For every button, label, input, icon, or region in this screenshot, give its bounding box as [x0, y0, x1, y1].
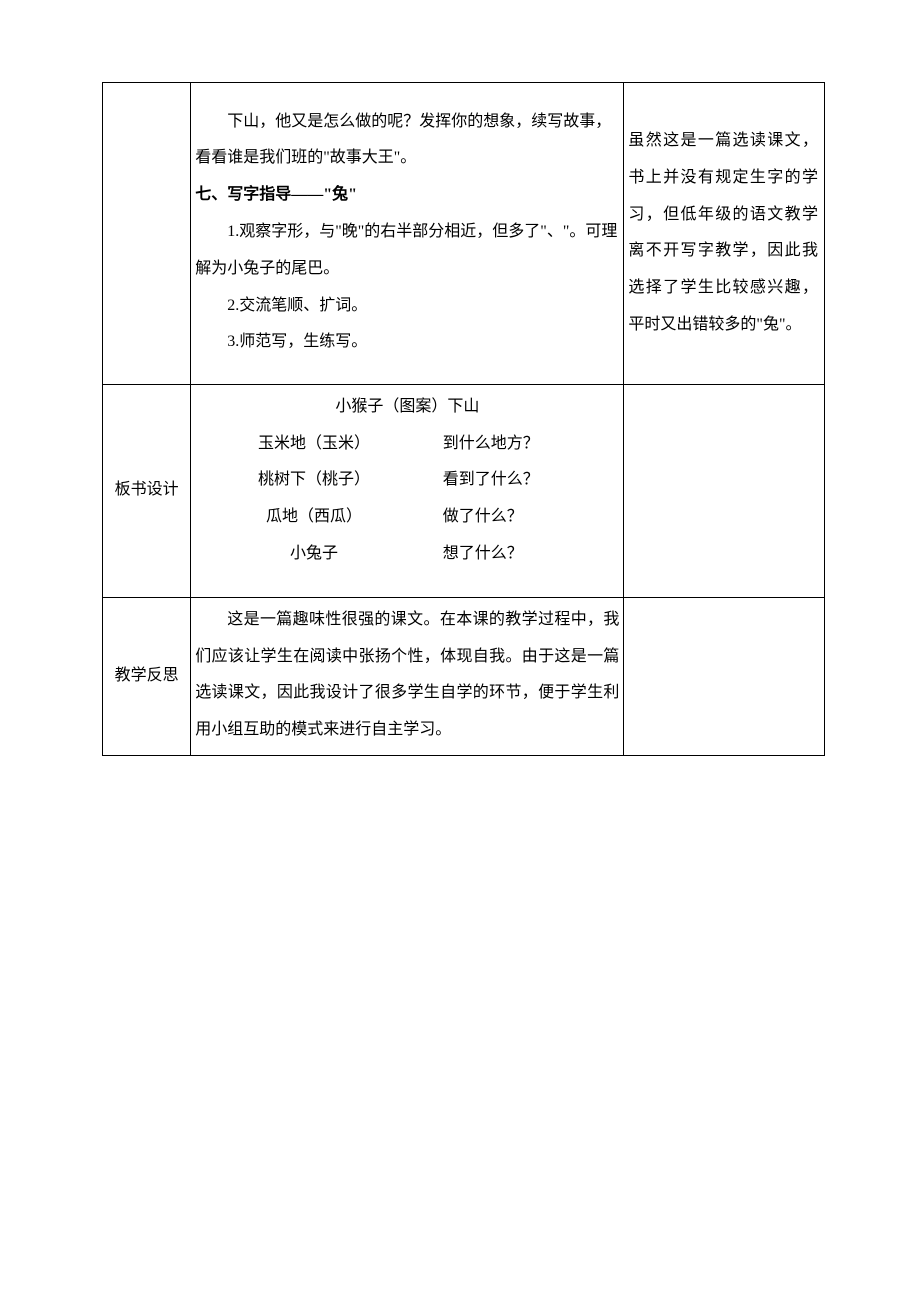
board-title: 小猴子（图案）下山: [195, 389, 619, 426]
board-right: 看到了什么？: [433, 462, 620, 499]
row1-p4: 3.师范写，生练写。: [195, 324, 619, 361]
table-row: 下山，他又是怎么做的呢？发挥你的想象，续写故事，看看谁是我们班的"故事大王"。 …: [103, 83, 825, 385]
row2-mid-cell: 小猴子（图案）下山 玉米地（玉米） 到什么地方？ 桃树下（桃子） 看到了什么？ …: [191, 384, 624, 597]
row2-label-cell: 板书设计: [103, 384, 191, 597]
row2-right-cell: [624, 384, 825, 597]
row3-label-cell: 教学反思: [103, 597, 191, 755]
row3-mid-cell: 这是一篇趣味性很强的课文。在本课的教学过程中，我们应该让学生在阅读中张扬个性，体…: [191, 597, 624, 755]
row3-right-cell: [624, 597, 825, 755]
row3-label: 教学反思: [103, 666, 190, 687]
row3-text: 这是一篇趣味性很强的课文。在本课的教学过程中，我们应该让学生在阅读中张扬个性，体…: [195, 602, 619, 749]
row2-label: 板书设计: [103, 480, 190, 501]
board-row: 玉米地（玉米） 到什么地方？: [195, 426, 619, 463]
board-row: 小兔子 想了什么？: [195, 536, 619, 573]
board-left: 小兔子: [195, 536, 433, 573]
board-right: 想了什么？: [433, 536, 620, 573]
board-left: 桃树下（桃子）: [195, 462, 433, 499]
table-row: 板书设计 小猴子（图案）下山 玉米地（玉米） 到什么地方？ 桃树下（桃子） 看到…: [103, 384, 825, 597]
board-row: 瓜地（西瓜） 做了什么？: [195, 499, 619, 536]
row1-right-cell: 虽然这是一篇选读课文，书上并没有规定生字的学习，但低年级的语文教学离不开写字教学…: [624, 83, 825, 385]
board-left: 玉米地（玉米）: [195, 426, 433, 463]
row1-p3: 2.交流笔顺、扩词。: [195, 288, 619, 325]
board-left: 瓜地（西瓜）: [195, 499, 433, 536]
row1-p1: 下山，他又是怎么做的呢？发挥你的想象，续写故事，看看谁是我们班的"故事大王"。: [195, 104, 619, 178]
row1-mid-cell: 下山，他又是怎么做的呢？发挥你的想象，续写故事，看看谁是我们班的"故事大王"。 …: [191, 83, 624, 385]
lesson-plan-table: 下山，他又是怎么做的呢？发挥你的想象，续写故事，看看谁是我们班的"故事大王"。 …: [102, 82, 825, 756]
row1-label-cell: [103, 83, 191, 385]
row1-right-text: 虽然这是一篇选读课文，书上并没有规定生字的学习，但低年级的语文教学离不开写字教学…: [628, 132, 818, 333]
board-right: 做了什么？: [433, 499, 620, 536]
board-row: 桃树下（桃子） 看到了什么？: [195, 462, 619, 499]
row1-heading: 七、写字指导——"兔": [195, 177, 619, 214]
table-row: 教学反思 这是一篇趣味性很强的课文。在本课的教学过程中，我们应该让学生在阅读中张…: [103, 597, 825, 755]
row1-p2: 1.观察字形，与"晚"的右半部分相近，但多了"、"。可理解为小兔子的尾巴。: [195, 214, 619, 288]
board-right: 到什么地方？: [433, 426, 620, 463]
